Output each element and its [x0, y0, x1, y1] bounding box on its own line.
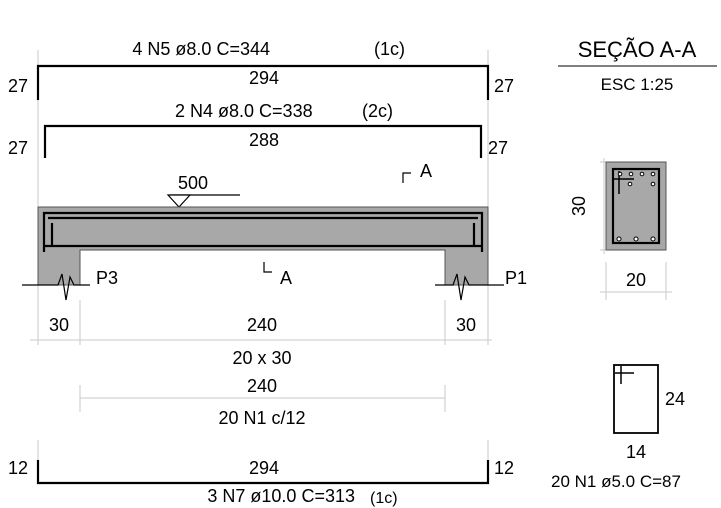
level-marker: 500: [166, 173, 240, 208]
stirrup-label: 20 N1 ø5.0 C=87: [551, 472, 681, 491]
n4-hook-right: 27: [488, 138, 508, 158]
top-bar-n5: 4 N5 ø8.0 C=344 (1c) 294 27 27: [8, 39, 514, 100]
n4-label: 2 N4 ø8.0 C=338: [175, 101, 313, 121]
support-right-label: P1: [505, 268, 527, 288]
support-left: P3: [22, 268, 118, 301]
section-stirrup: [611, 167, 661, 245]
stirrup-detail: 24 14 20 N1 ø5.0 C=87: [551, 364, 685, 491]
span-dimensions: 30 240 30 20 x 30 240 20 N1 c/12: [49, 315, 476, 428]
n4-layer: (2c): [362, 101, 393, 121]
level-value: 500: [178, 173, 208, 193]
section-mark-bottom: A: [280, 268, 292, 288]
section-title: SEÇÃO A-A: [578, 37, 697, 62]
n7-label: 3 N7 ø10.0 C=313: [207, 486, 355, 506]
top-bar-n4: 2 N4 ø8.0 C=338 (2c) 288 27 27: [8, 101, 508, 158]
section-scale: ESC 1:25: [601, 75, 674, 94]
stirrup-width: 14: [626, 442, 646, 462]
section-width: 20: [626, 270, 646, 290]
n7-layer: (1c): [370, 490, 398, 507]
n5-hook-right: 27: [494, 76, 514, 96]
n5-length: 294: [249, 68, 279, 88]
dim-center: 240: [247, 315, 277, 335]
beam-size: 20 x 30: [232, 348, 291, 368]
n5-layer: (1c): [374, 39, 405, 59]
section-mark-top: A: [420, 161, 432, 181]
n5-label: 4 N5 ø8.0 C=344: [132, 39, 270, 59]
support-left-label: P3: [96, 268, 118, 288]
support-right: P1: [435, 268, 527, 301]
dim-left: 30: [49, 315, 69, 335]
n4-hook-left: 27: [8, 138, 28, 158]
stirrup-distribution: 20 N1 c/12: [218, 408, 305, 428]
n5-hook-left: 27: [8, 76, 28, 96]
stirrup-shape: [613, 364, 659, 434]
stirrup-height: 24: [665, 389, 685, 409]
section-concrete: [605, 161, 667, 251]
section-cut-marks: A A: [263, 161, 432, 288]
n4-length: 288: [249, 130, 279, 150]
section-a-a: SEÇÃO A-A ESC 1:25 30 20: [558, 37, 717, 300]
dim-right: 30: [456, 315, 476, 335]
section-height: 30: [569, 196, 589, 216]
n7-hook-left: 12: [8, 458, 28, 478]
stirrup-span: 240: [247, 376, 277, 396]
bottom-bar-n7: 294 12 12 3 N7 ø10.0 C=313 (1c): [8, 458, 514, 507]
n7-length: 294: [249, 458, 279, 478]
n7-hook-right: 12: [494, 458, 514, 478]
section-rebars: [616, 171, 656, 242]
